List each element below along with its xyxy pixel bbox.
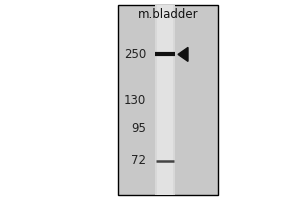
- Text: 72: 72: [131, 154, 146, 167]
- Text: 250: 250: [124, 48, 146, 61]
- Text: 130: 130: [124, 94, 146, 106]
- Bar: [118, 5, 218, 195]
- Polygon shape: [178, 47, 188, 61]
- Bar: [157, 5, 173, 195]
- Bar: [155, 5, 175, 195]
- Text: 95: 95: [131, 122, 146, 135]
- Text: m.bladder: m.bladder: [138, 7, 198, 21]
